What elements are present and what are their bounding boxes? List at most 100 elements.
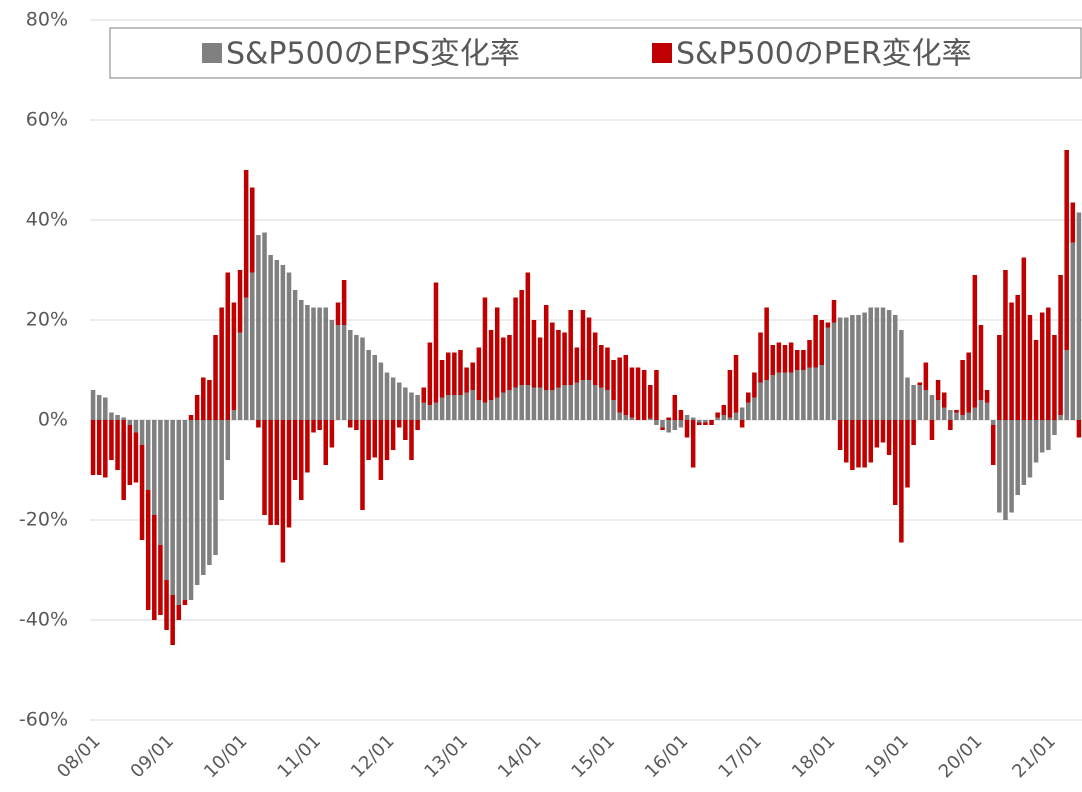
bar — [917, 385, 922, 420]
bar — [1009, 420, 1014, 513]
bar — [843, 317, 849, 420]
bar — [978, 400, 984, 420]
bar — [305, 305, 310, 420]
bar — [415, 420, 420, 430]
y-tick-label: -60% — [19, 709, 68, 731]
x-tick-label: 19/01 — [861, 731, 913, 783]
bar — [433, 402, 439, 420]
bar — [580, 380, 586, 420]
bar — [739, 420, 745, 428]
bar — [794, 370, 800, 420]
y-tick-label: -20% — [19, 509, 68, 531]
y-tick-label: -40% — [19, 609, 68, 631]
bar — [715, 412, 720, 418]
bar — [837, 420, 843, 450]
bar — [354, 420, 359, 430]
bar — [360, 337, 365, 420]
bar — [513, 297, 518, 388]
bar — [445, 395, 451, 420]
bar — [317, 420, 322, 430]
bar — [1064, 350, 1069, 420]
bar — [1058, 275, 1063, 415]
bar — [825, 322, 831, 328]
bar — [911, 385, 916, 420]
bar — [1046, 307, 1051, 420]
bar — [629, 417, 635, 420]
bar — [617, 357, 622, 413]
bar — [831, 322, 837, 420]
bar — [323, 420, 329, 465]
legend-label: S&P500のPER変化率 — [676, 37, 972, 72]
bar — [182, 420, 188, 600]
bar — [623, 355, 629, 415]
bar — [286, 272, 292, 420]
bar — [825, 327, 831, 420]
bar — [929, 420, 935, 440]
bar — [550, 390, 555, 420]
bar — [494, 397, 500, 420]
bar — [703, 420, 708, 423]
bar — [213, 335, 218, 420]
bar — [378, 420, 384, 480]
bar — [452, 352, 457, 395]
bar — [256, 420, 261, 428]
bar — [813, 367, 818, 420]
bar — [354, 335, 359, 420]
bar — [1039, 312, 1045, 420]
bar — [274, 260, 280, 420]
bar — [378, 362, 384, 420]
bar — [843, 420, 849, 463]
bar — [807, 340, 812, 368]
bar — [960, 360, 965, 415]
bar — [237, 332, 243, 420]
bar — [935, 400, 941, 420]
x-tick-label: 21/01 — [1008, 731, 1060, 783]
bar — [654, 420, 659, 425]
bar — [127, 425, 133, 485]
bar — [764, 380, 769, 420]
y-tick-label: 80% — [26, 9, 68, 31]
bar — [562, 385, 567, 420]
x-tick-label: 14/01 — [494, 731, 546, 783]
bar — [421, 402, 426, 420]
bar — [605, 347, 610, 390]
bar — [445, 352, 451, 395]
bar — [1003, 270, 1008, 420]
bar — [746, 402, 751, 420]
bar — [390, 420, 396, 450]
bar — [207, 380, 212, 420]
bar — [617, 412, 622, 420]
x-tick-label: 18/01 — [788, 731, 840, 783]
bar — [329, 320, 335, 420]
bar — [972, 407, 978, 420]
bar — [323, 307, 329, 420]
bar — [629, 367, 635, 418]
bar — [403, 420, 408, 440]
bar — [109, 412, 114, 420]
bar — [139, 445, 145, 540]
bar — [782, 345, 788, 373]
legend-box — [109, 27, 1082, 79]
bar — [850, 315, 855, 420]
bar — [115, 420, 120, 470]
bar — [819, 365, 825, 420]
bar — [917, 382, 922, 385]
bar — [886, 420, 892, 455]
bar — [439, 360, 445, 398]
x-tick-label: 09/01 — [127, 731, 179, 783]
bar — [96, 420, 102, 475]
bar — [929, 395, 935, 420]
bar — [347, 420, 353, 428]
bar — [403, 387, 408, 420]
bar — [782, 372, 788, 420]
bar — [513, 387, 518, 420]
bar — [856, 420, 861, 468]
bar — [1003, 420, 1008, 520]
bar — [507, 390, 512, 420]
bar — [372, 355, 378, 420]
bar — [935, 380, 941, 400]
bar — [960, 415, 965, 420]
bar — [807, 367, 812, 420]
bar — [90, 420, 96, 475]
